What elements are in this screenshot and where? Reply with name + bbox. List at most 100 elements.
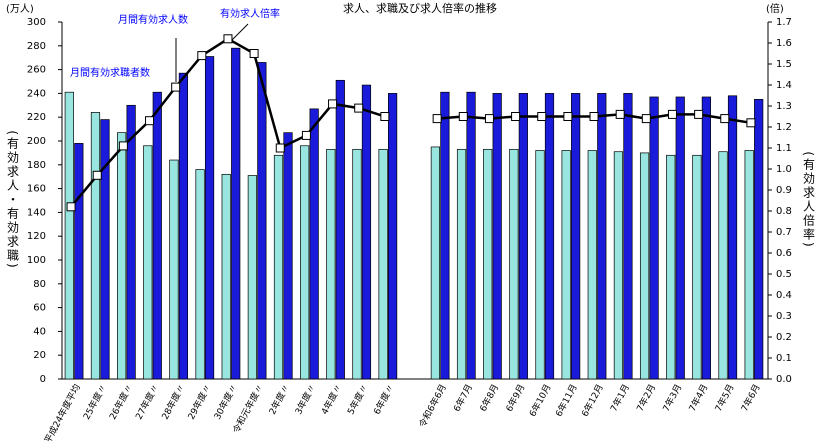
y-tick-label: 0 <box>40 374 46 385</box>
y2-tick-label: 0.0 <box>776 374 792 385</box>
x-tick-label: 7年3月 <box>660 382 684 414</box>
y2-tick-label: 1.2 <box>776 122 792 133</box>
bar <box>64 91 74 380</box>
bar <box>483 148 493 380</box>
ratio-marker <box>354 103 364 113</box>
y-tick-label: 120 <box>27 231 46 242</box>
bar <box>456 148 467 380</box>
bar <box>613 151 624 380</box>
y2-tick-label: 0.9 <box>776 185 792 196</box>
ratio-marker <box>641 114 651 124</box>
chart-title: 求人、求職及び求人倍率の推移 <box>343 1 497 15</box>
bar <box>195 169 205 380</box>
y-tick-label: 80 <box>33 279 46 290</box>
x-tick-label: 4年度〃 <box>318 382 344 417</box>
bar <box>90 112 101 380</box>
ratio-marker <box>171 82 181 92</box>
bar <box>430 146 440 380</box>
x-tick-label: 6年9月 <box>503 382 527 414</box>
bar <box>675 96 685 380</box>
ratio-marker <box>380 112 390 121</box>
x-tick-label: 5年度〃 <box>345 382 371 417</box>
x-tick-label: 6年度〃 <box>371 382 397 417</box>
ratio-marker <box>275 143 285 153</box>
y2-tick-label: 0.3 <box>776 311 792 322</box>
ratio-marker <box>301 130 311 140</box>
x-tick-label: 6年8月 <box>477 382 501 414</box>
y-tick-label: 140 <box>27 207 46 218</box>
bar <box>169 159 179 380</box>
x-tick-label: 3年度〃 <box>292 382 318 417</box>
ratio-marker <box>432 114 442 124</box>
bar <box>100 119 110 380</box>
y2-tick-label: 1.4 <box>776 80 792 91</box>
bar <box>666 154 676 380</box>
bar <box>639 152 650 380</box>
bar <box>273 154 284 380</box>
bar <box>535 150 545 380</box>
bar <box>492 93 502 380</box>
bar <box>74 143 84 380</box>
bar <box>117 132 127 380</box>
ratio-marker <box>720 114 730 124</box>
bar <box>126 104 136 380</box>
bar <box>754 98 764 380</box>
ratio-marker <box>589 112 599 121</box>
x-tick-label: 2年度〃 <box>266 382 292 417</box>
ratio-marker <box>667 109 677 119</box>
y2-tick-label: 1.0 <box>776 164 792 175</box>
y-tick-label: 200 <box>27 136 46 147</box>
bar <box>571 93 581 380</box>
x-tick-label: 26年度〃 <box>107 382 136 422</box>
ratio-marker <box>694 109 704 119</box>
bar <box>231 47 241 380</box>
y2-tick-label: 0.5 <box>776 269 792 280</box>
bar <box>727 95 738 380</box>
bar <box>744 150 754 380</box>
bar <box>388 93 398 380</box>
y2-tick-label: 1.1 <box>776 143 792 154</box>
y-tick-label: 160 <box>27 184 46 195</box>
y2-tick-label: 0.6 <box>776 248 792 259</box>
x-tick-label: 27年度〃 <box>133 382 162 422</box>
bar <box>309 108 319 380</box>
bar <box>204 56 215 380</box>
bar <box>466 91 476 380</box>
ratio-marker <box>249 49 259 58</box>
ratio-marker <box>328 99 338 109</box>
y-axis-unit: (万人) <box>6 3 34 15</box>
ratio-marker <box>197 51 207 61</box>
bar <box>692 154 702 380</box>
bar <box>361 84 372 380</box>
x-tick-label: 7年5月 <box>712 382 736 414</box>
bar <box>701 96 711 380</box>
leader-line <box>229 23 249 43</box>
x-tick-label: 平成24年度平均 <box>42 382 83 441</box>
ratio-marker <box>746 118 756 128</box>
y2-tick-label: 0.1 <box>776 353 792 364</box>
bar <box>257 62 267 380</box>
bar <box>143 145 153 380</box>
bar <box>326 148 336 380</box>
x-tick-label: 7年1月 <box>608 382 632 414</box>
y2-axis-label: (有効求人倍率) <box>802 151 816 248</box>
x-tick-label: 25年度〃 <box>80 382 109 422</box>
x-tick-label: 6年10月 <box>526 382 553 419</box>
y2-tick-label: 0.8 <box>776 206 792 217</box>
y-tick-label: 300 <box>27 17 46 28</box>
ratio-marker <box>537 112 547 121</box>
ratio-marker <box>223 34 233 44</box>
ratio-marker <box>66 202 76 212</box>
y2-tick-label: 1.3 <box>776 101 792 112</box>
y-axis-label: (有効求人・有効求職) <box>6 130 20 269</box>
x-tick-label: 29年度〃 <box>185 382 214 422</box>
x-tick-label: 6年12月 <box>579 382 606 419</box>
y-tick-label: 220 <box>27 112 46 123</box>
bar <box>247 175 257 380</box>
bar <box>544 93 555 380</box>
bar <box>178 72 189 380</box>
bar <box>283 132 293 380</box>
bar <box>623 93 633 380</box>
y2-tick-label: 1.7 <box>776 17 792 28</box>
